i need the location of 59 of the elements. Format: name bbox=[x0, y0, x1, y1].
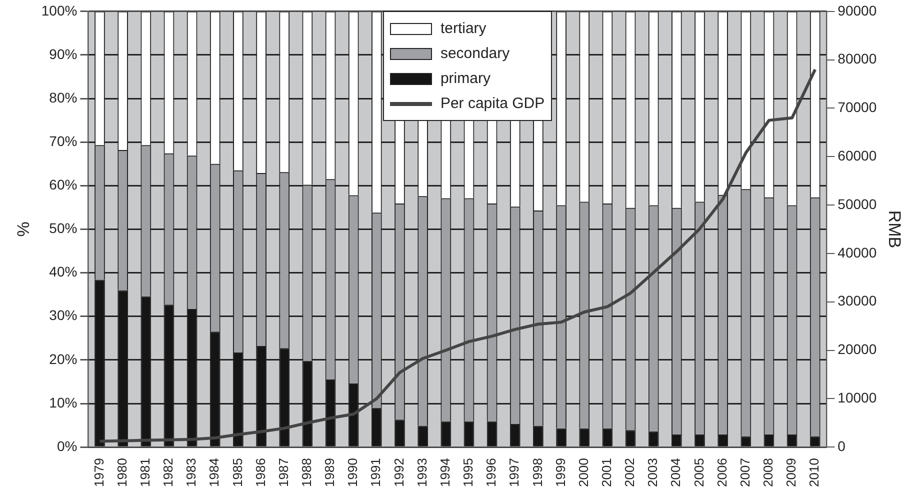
x-tick-label: 1988 bbox=[299, 458, 314, 487]
x-tick-label: 1998 bbox=[530, 458, 545, 487]
y-tick-label: 30% bbox=[49, 307, 78, 324]
y-tick-label: 60% bbox=[49, 176, 78, 193]
legend-label: secondary bbox=[440, 45, 510, 62]
x-tick-label: 2002 bbox=[622, 458, 638, 487]
y2-tick-label: 90000 bbox=[838, 2, 877, 18]
x-tick-label: 1992 bbox=[391, 458, 406, 487]
x-tick-label: 1979 bbox=[91, 458, 106, 487]
y2-tick-label: 50000 bbox=[838, 196, 877, 212]
y-tick-label: 10% bbox=[49, 394, 78, 410]
x-tick-label: 1983 bbox=[184, 458, 199, 487]
y2-tick-label: 30000 bbox=[838, 292, 877, 309]
x-tick-label: 1996 bbox=[484, 458, 499, 487]
y2-tick-label: 0 bbox=[838, 438, 846, 454]
x-tick-label: 2005 bbox=[691, 458, 706, 487]
y2-tick-label: 40000 bbox=[838, 244, 877, 260]
y-tick-label: 20% bbox=[49, 350, 78, 367]
x-tick-label: 1999 bbox=[552, 458, 568, 487]
y-tick-label: 40% bbox=[49, 264, 78, 280]
y-tick-label: 80% bbox=[49, 89, 78, 106]
x-tick-label: 2010 bbox=[806, 458, 822, 487]
x-tick-label: 2004 bbox=[668, 458, 684, 487]
x-tick-label: 1985 bbox=[230, 458, 245, 487]
x-tick-label: 1989 bbox=[322, 458, 338, 487]
y2-tick-label: 80000 bbox=[838, 50, 877, 67]
x-tick-label: 2006 bbox=[714, 458, 730, 487]
y2-tick-label: 20000 bbox=[838, 341, 877, 358]
y2-axis-title: RMB bbox=[885, 210, 904, 248]
x-tick-label: 2000 bbox=[576, 458, 591, 487]
x-tick-label: 1982 bbox=[160, 458, 176, 487]
x-tick-label: 1987 bbox=[276, 458, 291, 487]
y2-tick-label: 60000 bbox=[838, 147, 877, 164]
y2-tick-label: 70000 bbox=[838, 99, 877, 116]
x-tick-label: 1990 bbox=[345, 458, 360, 487]
legend-label: Per capita GDP bbox=[440, 95, 545, 112]
y2-tick-label: 10000 bbox=[838, 390, 877, 406]
y-tick-label: 50% bbox=[49, 220, 78, 236]
y-tick-label: 90% bbox=[49, 46, 78, 62]
x-tick-label: 1993 bbox=[414, 458, 430, 487]
x-tick-label: 1981 bbox=[137, 458, 152, 487]
x-tick-label: 1997 bbox=[506, 458, 522, 487]
x-tick-label: 1986 bbox=[252, 458, 268, 487]
y-tick-label: 70% bbox=[49, 132, 78, 149]
x-tick-label: 2007 bbox=[737, 458, 752, 487]
x-tick-label: 1994 bbox=[437, 458, 452, 487]
legend-label: primary bbox=[440, 70, 490, 88]
y-tick-label: 0% bbox=[56, 438, 78, 454]
x-tick-label: 2003 bbox=[645, 458, 660, 487]
y-tick-label: 100% bbox=[41, 2, 78, 18]
x-tick-label: 2001 bbox=[599, 458, 614, 487]
x-tick-label: 2008 bbox=[760, 458, 776, 487]
x-tick-label: 1980 bbox=[114, 458, 130, 487]
legend-label: tertiary bbox=[440, 20, 486, 38]
x-tick-label: 1995 bbox=[460, 458, 476, 487]
y-axis-title: % bbox=[14, 222, 33, 237]
x-tick-label: 1984 bbox=[206, 458, 222, 487]
x-tick-label: 1991 bbox=[368, 458, 384, 487]
x-tick-label: 2009 bbox=[784, 458, 799, 487]
